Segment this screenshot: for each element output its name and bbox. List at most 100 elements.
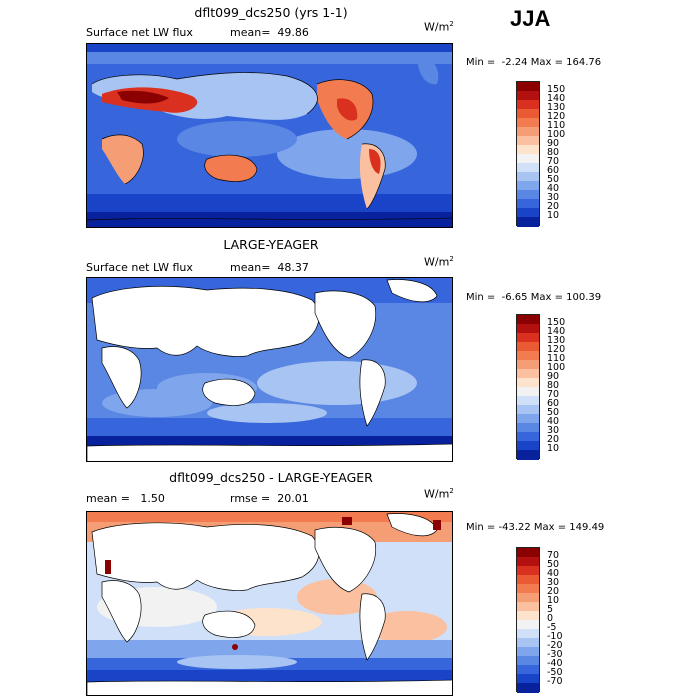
colorbar-swatch — [517, 127, 539, 136]
panel-1-colorbar — [516, 81, 540, 227]
colorbar-swatch — [517, 423, 539, 432]
colorbar-swatch — [517, 369, 539, 378]
colorbar-tick-label: 80 — [547, 147, 560, 158]
colorbar-swatch — [517, 181, 539, 190]
colorbar-swatch — [517, 82, 539, 91]
season-label: JJA — [510, 6, 551, 31]
colorbar-tick-label: 80 — [547, 380, 560, 391]
colorbar-tick-label: 140 — [547, 326, 566, 337]
panel-3-map — [86, 511, 453, 696]
panel-1-units: W/m2 — [424, 20, 454, 34]
colorbar-swatch — [517, 91, 539, 100]
colorbar-swatch — [517, 432, 539, 441]
colorbar-tick-label: -20 — [547, 640, 563, 651]
panel-1-title: dflt099_dcs250 (yrs 1-1) — [194, 5, 348, 20]
colorbar-swatch — [517, 441, 539, 450]
colorbar-tick-label: 10 — [547, 595, 560, 606]
colorbar-tick-label: 120 — [547, 344, 566, 355]
colorbar-tick-label: 10 — [547, 210, 560, 221]
colorbar-swatch — [517, 378, 539, 387]
colorbar-tick-label: 0 — [547, 613, 554, 624]
colorbar-tick-label: -70 — [547, 676, 563, 687]
panel-3-colorbar — [516, 547, 540, 693]
colorbar-swatch — [517, 154, 539, 163]
colorbar-tick-label: 140 — [547, 93, 566, 104]
colorbar-swatch — [517, 351, 539, 360]
colorbar-swatch — [517, 100, 539, 109]
panel-2-title: LARGE-YEAGER — [223, 237, 319, 252]
colorbar-swatch — [517, 611, 539, 620]
colorbar-swatch — [517, 208, 539, 217]
panel-3-title: dflt099_dcs250 - LARGE-YEAGER — [169, 470, 373, 485]
colorbar-swatch — [517, 575, 539, 584]
colorbar-swatch — [517, 584, 539, 593]
colorbar-tick-label: 5 — [547, 604, 554, 615]
colorbar-tick-label: 20 — [547, 586, 560, 597]
colorbar-swatch — [517, 190, 539, 199]
colorbar-swatch — [517, 172, 539, 181]
colorbar-tick-label: 40 — [547, 568, 560, 579]
colorbar-tick-label: 30 — [547, 425, 560, 436]
colorbar-tick-label: 100 — [547, 129, 566, 140]
colorbar-tick-label: 130 — [547, 102, 566, 113]
panel-2-map — [86, 277, 453, 462]
colorbar-tick-label: 40 — [547, 183, 560, 194]
colorbar-swatch — [517, 674, 539, 683]
panel-3-units: W/m2 — [424, 487, 454, 501]
colorbar-swatch — [517, 593, 539, 602]
colorbar-swatch — [517, 163, 539, 172]
colorbar-tick-label: -40 — [547, 658, 563, 669]
colorbar-tick-label: 10 — [547, 443, 560, 454]
colorbar-swatch — [517, 333, 539, 342]
colorbar-tick-label: -10 — [547, 631, 563, 642]
colorbar-swatch — [517, 414, 539, 423]
colorbar-tick-label: 30 — [547, 577, 560, 588]
colorbar-tick-label: 110 — [547, 120, 566, 131]
panel-1-minmax: Min = -2.24 Max = 164.76 — [466, 57, 602, 68]
colorbar-swatch — [517, 683, 539, 693]
colorbar-swatch — [517, 136, 539, 145]
colorbar-swatch — [517, 647, 539, 656]
colorbar-tick-label: 50 — [547, 407, 560, 418]
colorbar-swatch — [517, 405, 539, 414]
panel-3-mean: mean = 1.50 — [86, 492, 165, 505]
colorbar-swatch — [517, 360, 539, 369]
colorbar-tick-label: -5 — [547, 622, 557, 633]
panel-2-minmax: Min = -6.65 Max = 100.39 — [466, 292, 602, 303]
colorbar-tick-label: 50 — [547, 559, 560, 570]
colorbar-swatch — [517, 387, 539, 396]
colorbar-tick-label: 110 — [547, 353, 566, 364]
panel-2-colorbar — [516, 314, 540, 460]
colorbar-swatch — [517, 602, 539, 611]
colorbar-tick-label: 60 — [547, 165, 560, 176]
colorbar-tick-label: -30 — [547, 649, 563, 660]
panel-1-variable: Surface net LW flux — [86, 26, 193, 39]
colorbar-tick-label: 20 — [547, 201, 560, 212]
colorbar-tick-label: 120 — [547, 111, 566, 122]
colorbar-tick-label: 50 — [547, 174, 560, 185]
colorbar-tick-label: 90 — [547, 371, 560, 382]
colorbar-tick-label: 70 — [547, 550, 560, 561]
colorbar-tick-label: 150 — [547, 317, 566, 328]
panel-3-minmax: Min = -43.22 Max = 149.49 — [466, 522, 605, 533]
colorbar-tick-label: 20 — [547, 434, 560, 445]
colorbar-swatch — [517, 315, 539, 324]
colorbar-swatch — [517, 548, 539, 557]
colorbar-swatch — [517, 342, 539, 351]
panel-3-rmse: rmse = 20.01 — [230, 492, 309, 505]
panel-2-units: W/m2 — [424, 255, 454, 269]
colorbar-tick-label: 70 — [547, 389, 560, 400]
colorbar-swatch — [517, 217, 539, 227]
colorbar-tick-label: 130 — [547, 335, 566, 346]
colorbar-swatch — [517, 324, 539, 333]
colorbar-tick-label: 100 — [547, 362, 566, 373]
colorbar-swatch — [517, 450, 539, 460]
colorbar-swatch — [517, 557, 539, 566]
panel-1-map — [86, 43, 453, 228]
panel-2-mean: mean= 48.37 — [230, 261, 309, 274]
colorbar-tick-label: 70 — [547, 156, 560, 167]
colorbar-tick-label: 30 — [547, 192, 560, 203]
colorbar-swatch — [517, 396, 539, 405]
colorbar-swatch — [517, 199, 539, 208]
colorbar-tick-label: 60 — [547, 398, 560, 409]
